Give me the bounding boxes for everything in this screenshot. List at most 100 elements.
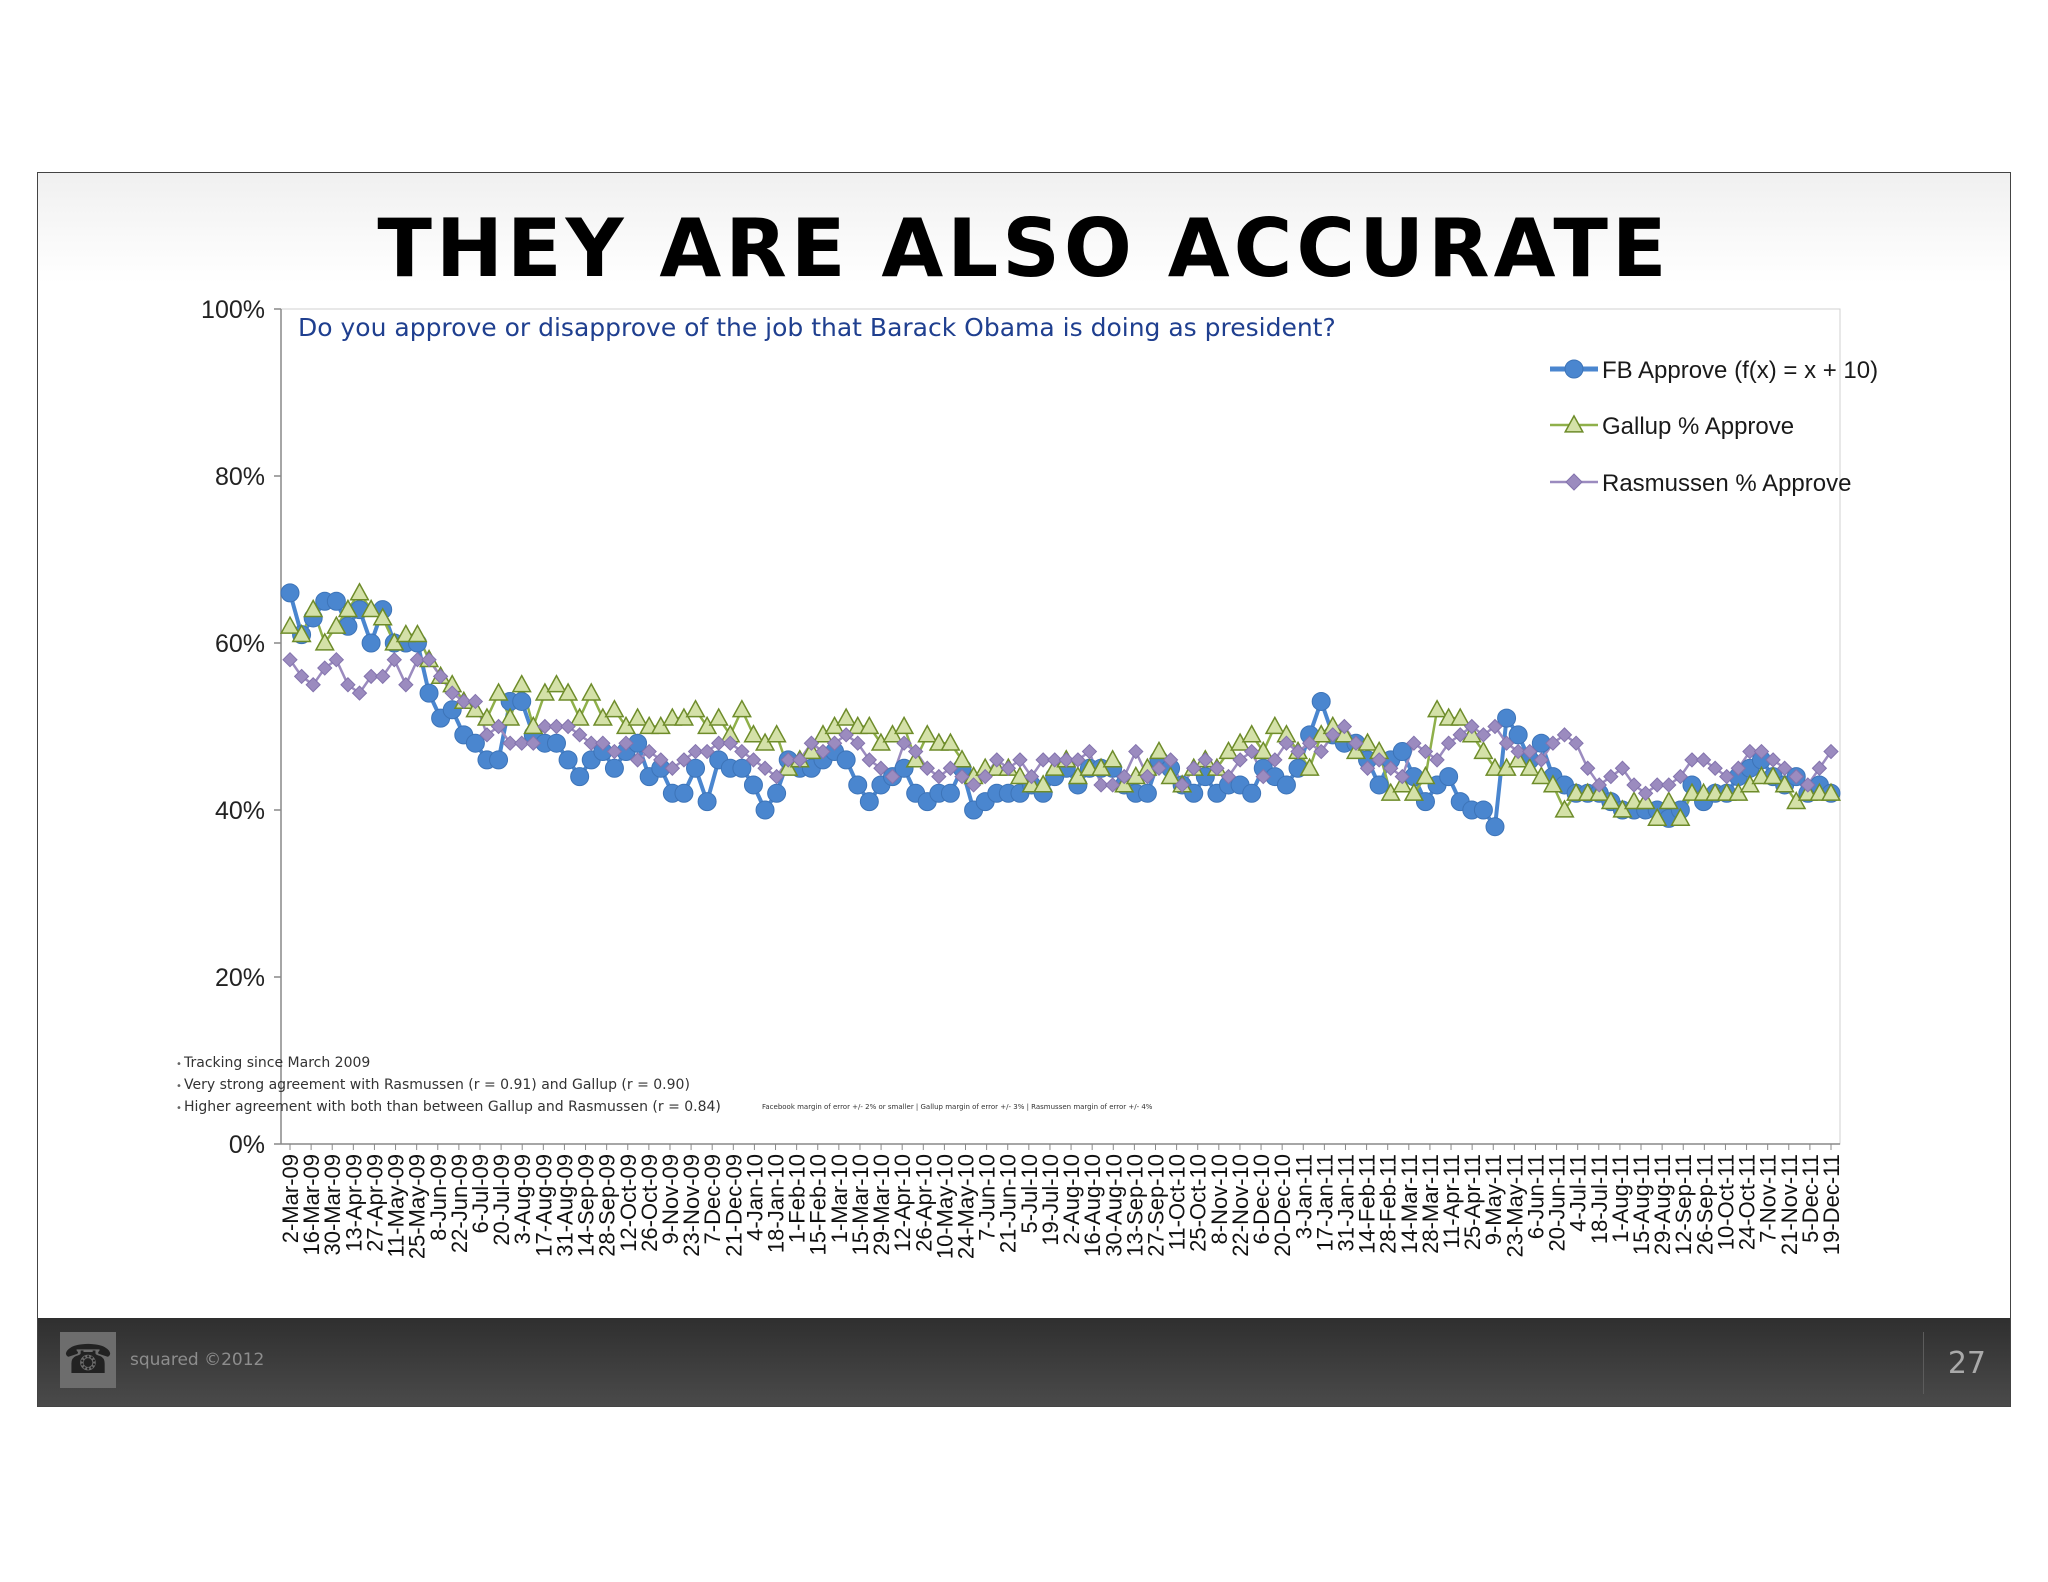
- gallup-approve-point: [1670, 807, 1691, 826]
- gallup-approve-point: [951, 749, 973, 768]
- gallup-approve-point: [836, 707, 857, 726]
- rasmussen-approve-point: [1498, 735, 1515, 751]
- fb-approve-point: [1497, 708, 1517, 728]
- gallup-approve-point: [685, 699, 706, 718]
- gallup-approve-point: [500, 707, 521, 726]
- x-tick-label: 28-Feb-11: [1376, 1154, 1401, 1254]
- fb-approve-point: [848, 775, 868, 795]
- margin-of-error-note: Facebook margin of error +/- 2% or small…: [762, 1103, 1153, 1111]
- x-tick-label: 25-May-09: [405, 1154, 430, 1259]
- gallup-approve-point: [940, 732, 961, 751]
- fb-approve-point: [836, 750, 856, 770]
- rasmussen-approve-point: [1012, 752, 1028, 768]
- fb-approve-point: [326, 591, 346, 611]
- rasmussen-approve-point: [1209, 760, 1225, 776]
- annotation-bullet: Very strong agreement with Rasmussen (r …: [184, 1077, 690, 1093]
- rasmussen-approve-point: [653, 752, 669, 768]
- rasmussen-approve-point: [583, 735, 599, 751]
- gallup-approve-point: [627, 707, 648, 726]
- x-tick-label: 15-Aug-11: [1629, 1154, 1654, 1255]
- gallup-approve-point: [1426, 699, 1448, 718]
- y-tick-label: 20%: [215, 964, 265, 992]
- approval-chart: 0% 20% 40% 60% 80% 100% 2-Mar-0916-Mar-0930-Ma…: [176, 296, 1878, 1259]
- rasmussen-approve-point: [560, 718, 576, 735]
- gallup-approve-point: [1253, 740, 1274, 760]
- rasmussen-approve-point: [1672, 768, 1689, 785]
- rasmussen-approve-point: [490, 718, 507, 735]
- bullet-marker: •: [176, 1059, 182, 1070]
- x-tick-label: 18-Jan-10: [764, 1154, 789, 1253]
- x-tick-label: 12-Apr-10: [890, 1154, 915, 1252]
- x-tick-label: 4-Jan-10: [742, 1154, 767, 1241]
- x-tick-label: 28-Mar-11: [1418, 1154, 1443, 1254]
- gallup-approve-point: [523, 715, 544, 735]
- rasmussen-approve-point: [1139, 768, 1156, 785]
- gallup-approve-point: [1148, 740, 1170, 760]
- x-tick-label: 11-Apr-11: [1439, 1154, 1464, 1249]
- rasmussen-approve-point: [1406, 735, 1422, 751]
- rasmussen-approve-point: [340, 677, 356, 693]
- x-tick-label: 6-Jun-11: [1523, 1154, 1548, 1239]
- x-tick-label: 7-Nov-11: [1756, 1154, 1781, 1243]
- rasmussen-approve-point: [1533, 752, 1550, 768]
- fb-approve-point: [755, 800, 775, 820]
- x-tick-label: 23-Nov-09: [679, 1154, 704, 1257]
- rasmussen-approve-point: [1626, 777, 1642, 793]
- gallup-approve-point: [1033, 774, 1054, 793]
- gallup-approve-point: [766, 724, 787, 743]
- gallup-approve-point: [731, 699, 752, 718]
- rasmussen-approve-point: [1649, 777, 1665, 793]
- x-tick-label: 30-Aug-10: [1101, 1154, 1126, 1257]
- rasmussen-approve-point: [1301, 735, 1318, 751]
- rasmussen-approve-point: [1719, 768, 1735, 785]
- gallup-approve-point: [476, 707, 498, 726]
- x-tick-label: 10-May-10: [932, 1154, 957, 1259]
- rasmussen-approve-point: [398, 677, 414, 693]
- fb-approve-point: [1242, 783, 1262, 803]
- rasmussen-approve-point: [1394, 768, 1411, 785]
- rasmussen-approve-point: [1545, 735, 1561, 751]
- fb-approve-point: [1137, 783, 1157, 803]
- x-tick-label: 12-Sep-11: [1671, 1154, 1696, 1255]
- x-tick-label: 24-Oct-11: [1735, 1154, 1760, 1250]
- gallup-approve-point: [1102, 749, 1123, 768]
- rasmussen-approve-point: [861, 752, 878, 768]
- x-tick-label: 25-Apr-11: [1460, 1154, 1485, 1250]
- fb-approve-point: [1392, 742, 1412, 762]
- fb-approve-point: [465, 733, 485, 753]
- rasmussen-approve-point: [1359, 760, 1376, 776]
- x-tick-label: 13-Apr-09: [341, 1154, 366, 1252]
- rasmussen-approve-point: [803, 735, 820, 751]
- x-tick-label: 17-Jan-11: [1312, 1154, 1337, 1251]
- x-tick-label: 22-Nov-10: [1228, 1154, 1253, 1257]
- gallup-approve-point: [743, 724, 764, 743]
- gallup-approve-point: [1658, 790, 1679, 810]
- rasmussen-approve-point: [444, 685, 460, 701]
- x-tick-label: 5-Dec-11: [1798, 1154, 1823, 1243]
- fb-approve-point: [1311, 691, 1331, 711]
- rasmussen-approve-point: [734, 743, 750, 760]
- y-tick-label: 0%: [229, 1131, 265, 1159]
- x-tick-label: 16-Aug-10: [1080, 1154, 1105, 1257]
- rasmussen-approve-point: [1753, 743, 1770, 760]
- gallup-approve-point: [1531, 765, 1552, 785]
- telephone-icon: ☎: [60, 1332, 116, 1388]
- rasmussen-approve-point: [618, 735, 634, 751]
- fb-approve-point: [767, 783, 787, 803]
- gallup-approve-point: [1403, 782, 1424, 801]
- rasmussen-approve-point: [571, 727, 588, 743]
- gallup-approve-point: [1415, 765, 1436, 785]
- rasmussen-approve-point: [1104, 777, 1121, 793]
- gallup-approve-point: [511, 674, 532, 693]
- gallup-approve-point: [337, 598, 359, 618]
- slide: THEY ARE ALSO ACCURATE 0% 20% 40% 60% 80% 100…: [37, 172, 2011, 1407]
- rasmussen-approve-point: [1522, 743, 1538, 760]
- x-tick-label: 14-Mar-11: [1397, 1154, 1422, 1254]
- rasmussen-approve-point: [1371, 752, 1387, 768]
- x-tick-label: 6-Jul-09: [468, 1154, 493, 1233]
- rasmussen-approve-point: [1035, 752, 1051, 768]
- gallup-approve-point: [1357, 732, 1378, 751]
- x-tick-label: 9-May-11: [1481, 1154, 1506, 1245]
- fb-approve-point: [743, 775, 763, 795]
- x-tick-label: 30-Mar-09: [320, 1154, 345, 1255]
